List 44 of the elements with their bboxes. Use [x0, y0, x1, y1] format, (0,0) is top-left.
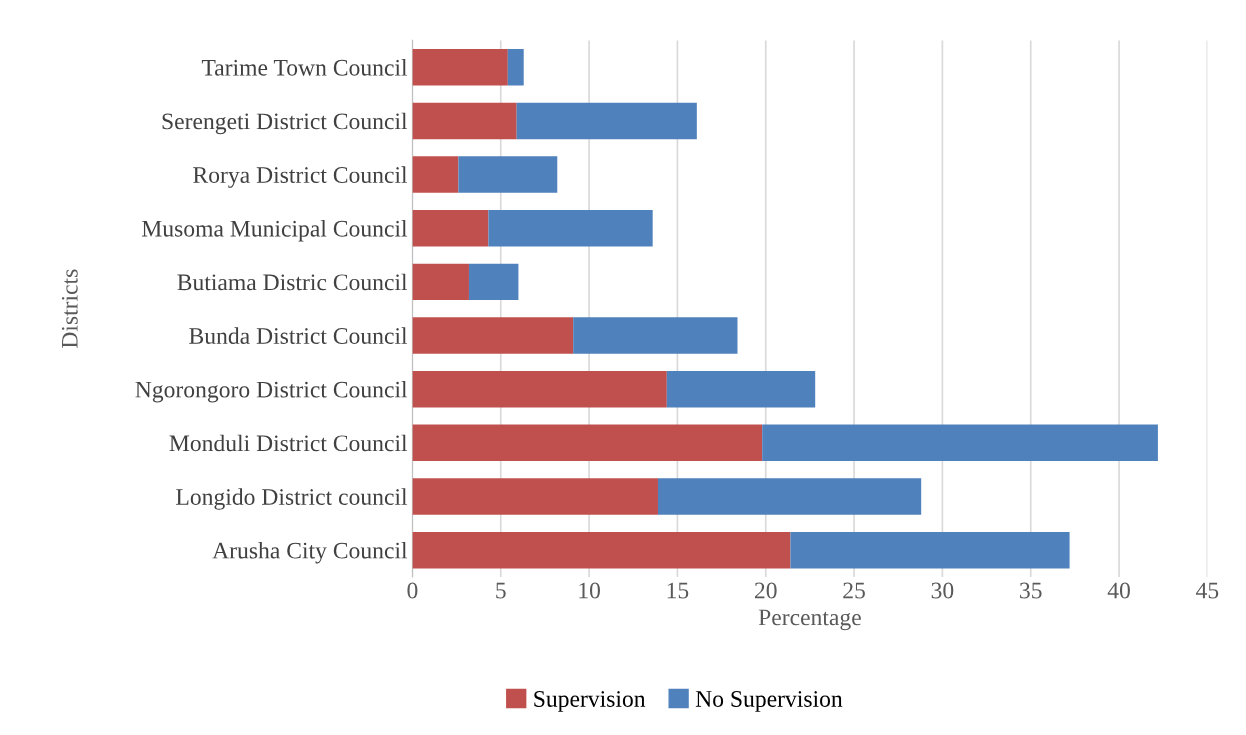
bar [657, 478, 922, 515]
x-tick-label: 25 [843, 582, 865, 599]
bar [458, 156, 558, 193]
x-tick-label: 5 [496, 582, 506, 599]
y-tick-label: Longido District council [176, 488, 408, 510]
bar [412, 263, 469, 301]
bar [762, 424, 1158, 462]
y-axis-title: Districts [61, 269, 78, 349]
bar [488, 209, 653, 247]
bar [412, 49, 508, 86]
y-tick-label: Rorya District Council [193, 166, 408, 188]
x-axis-title: Percentage [758, 609, 861, 631]
bar [516, 102, 697, 140]
y-tick-label: Ngorongoro District Council [135, 380, 408, 403]
bar [412, 209, 489, 247]
bar [666, 370, 816, 408]
bar [573, 317, 738, 354]
bar [412, 317, 574, 354]
bar [412, 156, 459, 193]
y-tick-label: Serengeti District Council [162, 112, 408, 135]
y-tick-label: Arusha City Council [212, 541, 408, 564]
x-tick-label: 15 [667, 582, 689, 599]
legend-label: No Supervision [695, 691, 843, 712]
x-tick-label: 10 [579, 582, 600, 599]
x-tick-label: 45 [1196, 582, 1219, 599]
bar [468, 263, 519, 301]
bar [412, 478, 658, 515]
x-tick-label: 40 [1107, 582, 1130, 599]
x-tick-label: 20 [754, 582, 777, 599]
x-tick-label: 0 [407, 582, 418, 599]
x-tick-label: 30 [931, 582, 954, 599]
y-tick-label: Butiama Distric Council [177, 273, 408, 291]
y-tick-label: Bunda District Council [189, 327, 408, 344]
bar [412, 102, 517, 140]
y-tick-label: Tarime Town Council [201, 59, 408, 76]
x-tick-label: 35 [1020, 582, 1042, 599]
bar [790, 531, 1070, 569]
bar [412, 370, 667, 408]
y-tick-label: Monduli District Council [169, 434, 408, 452]
bar [507, 49, 524, 86]
y-tick-label: Musoma Municipal Council [141, 220, 408, 242]
bar [412, 531, 791, 569]
bar [412, 424, 763, 462]
legend-label: Supervision [534, 691, 646, 712]
